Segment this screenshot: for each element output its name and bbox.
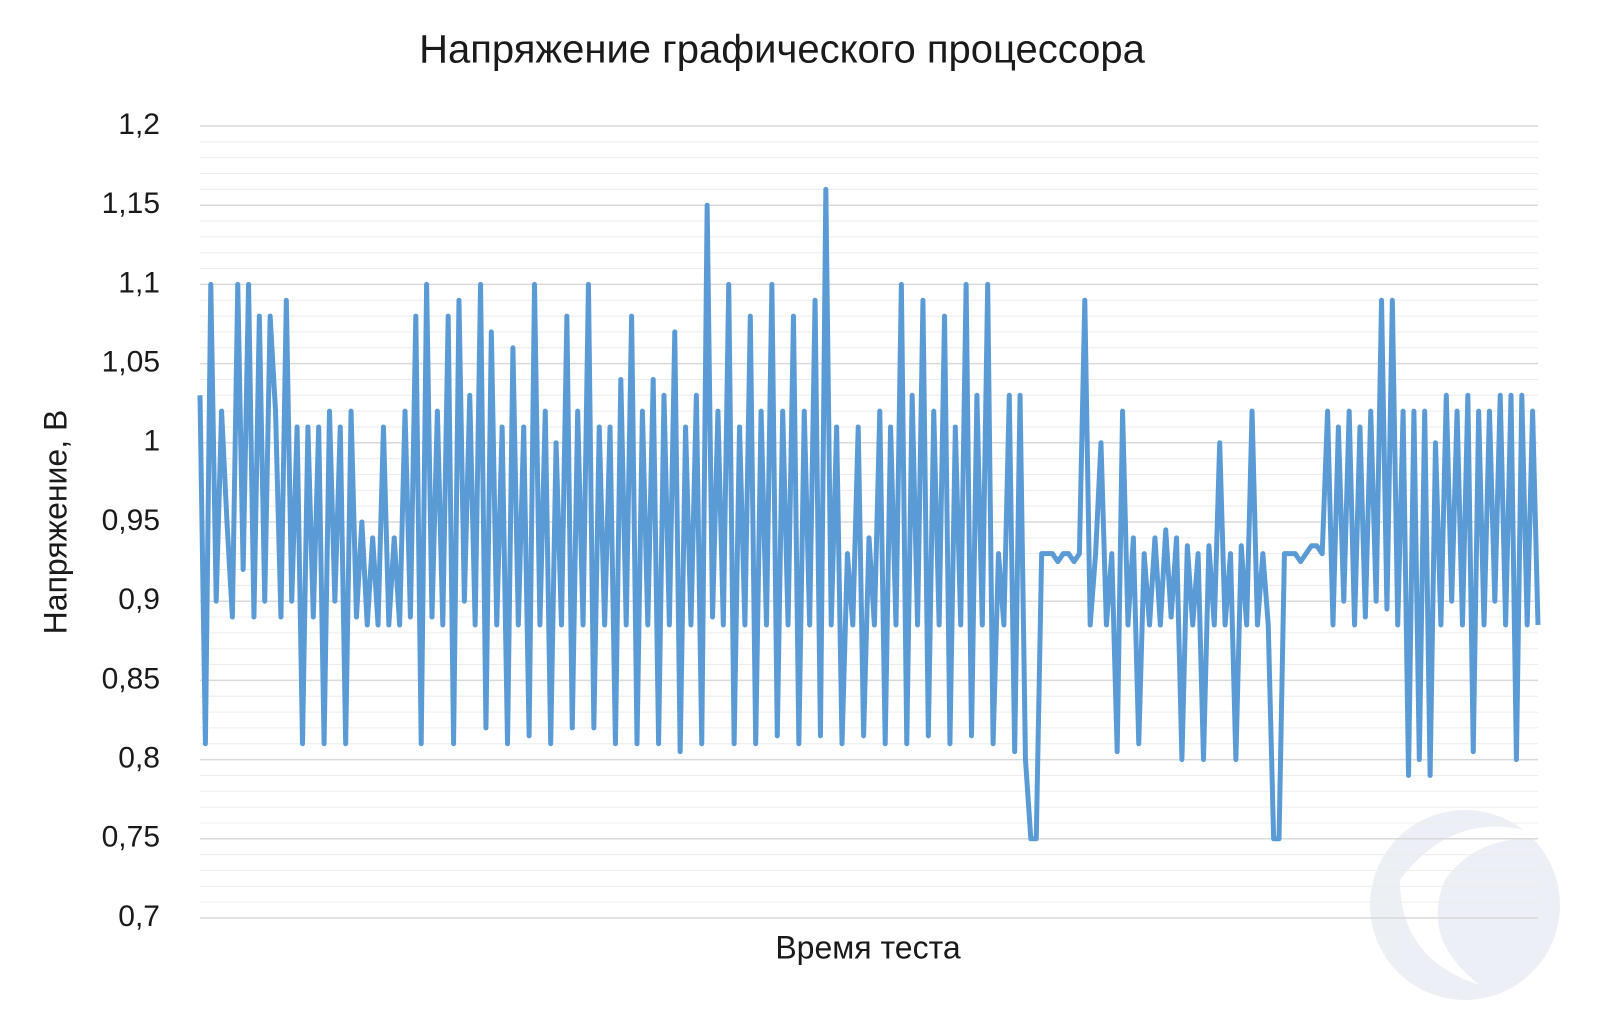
- y-tick-label: 1,1: [118, 266, 160, 299]
- y-tick-label: 1: [143, 425, 160, 458]
- y-tick-label: 1,05: [102, 346, 160, 379]
- x-axis-label: Время теста: [775, 929, 961, 965]
- y-tick-label: 0,9: [118, 583, 160, 616]
- y-tick-label: 0,8: [118, 742, 160, 775]
- y-tick-label: 0,7: [118, 900, 160, 933]
- y-tick-label: 1,2: [118, 108, 160, 141]
- chart-title: Напряжение графического процессора: [419, 28, 1146, 72]
- y-tick-label: 0,75: [102, 821, 160, 854]
- y-tick-label: 0,95: [102, 504, 160, 537]
- y-tick-label: 0,85: [102, 662, 160, 695]
- y-axis-label: Напряжение, В: [37, 410, 73, 635]
- y-tick-label: 1,15: [102, 187, 160, 220]
- watermark: [1370, 810, 1560, 1000]
- voltage-line: [197, 186, 1541, 842]
